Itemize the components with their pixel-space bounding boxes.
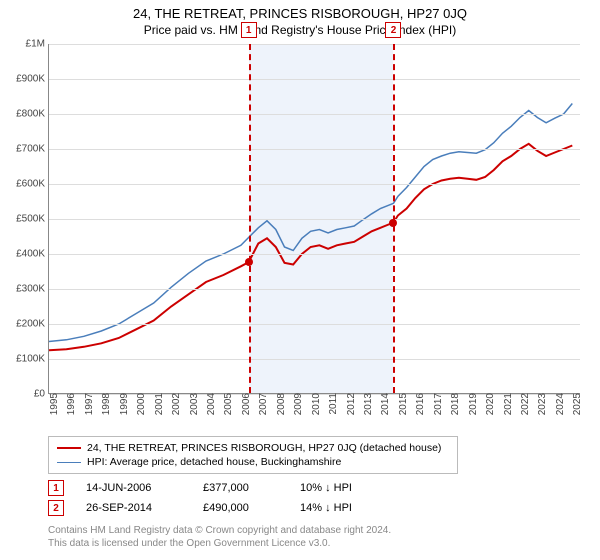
y-tick-label: £200K: [16, 319, 49, 330]
y-tick-label: £700K: [16, 144, 49, 155]
y-tick-label: £300K: [16, 284, 49, 295]
sales-row: 1 14-JUN-2006 £377,000 10% ↓ HPI: [48, 478, 352, 498]
x-tick-label: 2003: [185, 393, 200, 415]
sales-row: 2 26-SEP-2014 £490,000 14% ↓ HPI: [48, 498, 352, 518]
gridline: [49, 79, 580, 80]
sales-diff: 10% ↓ HPI: [300, 482, 352, 494]
sales-diff: 14% ↓ HPI: [300, 502, 352, 514]
x-tick-label: 2023: [533, 393, 548, 415]
marker-badge: 1: [241, 22, 257, 38]
x-tick-label: 2018: [446, 393, 461, 415]
y-tick-label: £100K: [16, 354, 49, 365]
sales-price: £377,000: [203, 482, 278, 494]
page-subtitle: Price paid vs. HM Land Registry's House …: [0, 21, 600, 41]
legend-row: HPI: Average price, detached house, Buck…: [57, 455, 449, 469]
x-tick-label: 2002: [167, 393, 182, 415]
x-tick-label: 2004: [202, 393, 217, 415]
gridline: [49, 44, 580, 45]
y-tick-label: £1M: [26, 39, 49, 50]
x-tick-label: 2015: [394, 393, 409, 415]
x-tick-label: 2019: [464, 393, 479, 415]
legend-row: 24, THE RETREAT, PRINCES RISBOROUGH, HP2…: [57, 441, 449, 455]
y-tick-label: £400K: [16, 249, 49, 260]
sale-dot: [245, 258, 253, 266]
x-tick-label: 2009: [289, 393, 304, 415]
x-tick-label: 2006: [237, 393, 252, 415]
gridline: [49, 254, 580, 255]
marker-line: [249, 44, 251, 393]
y-tick-label: £900K: [16, 74, 49, 85]
marker-badge: 2: [385, 22, 401, 38]
x-tick-label: 2016: [411, 393, 426, 415]
x-tick-label: 2013: [359, 393, 374, 415]
x-tick-label: 2008: [272, 393, 287, 415]
sales-date: 26-SEP-2014: [86, 502, 181, 514]
x-tick-label: 2025: [568, 393, 583, 415]
legend-swatch: [57, 447, 81, 449]
gridline: [49, 114, 580, 115]
x-tick-label: 2021: [499, 393, 514, 415]
sales-price: £490,000: [203, 502, 278, 514]
chart-plot: £0£100K£200K£300K£400K£500K£600K£700K£80…: [48, 44, 580, 394]
x-tick-label: 2012: [342, 393, 357, 415]
legend-swatch: [57, 462, 81, 463]
x-tick-label: 2001: [150, 393, 165, 415]
x-tick-label: 1996: [62, 393, 77, 415]
y-tick-label: £800K: [16, 109, 49, 120]
footer-line-2: This data is licensed under the Open Gov…: [48, 537, 391, 550]
gridline: [49, 149, 580, 150]
x-tick-label: 1995: [45, 393, 60, 415]
sales-badge: 1: [48, 480, 64, 496]
x-tick-label: 1998: [97, 393, 112, 415]
sales-badge: 2: [48, 500, 64, 516]
gridline: [49, 289, 580, 290]
x-tick-label: 2011: [324, 393, 339, 415]
x-tick-label: 2020: [481, 393, 496, 415]
footer-line-1: Contains HM Land Registry data © Crown c…: [48, 524, 391, 537]
gridline: [49, 219, 580, 220]
legend-box: 24, THE RETREAT, PRINCES RISBOROUGH, HP2…: [48, 436, 458, 474]
page-title: 24, THE RETREAT, PRINCES RISBOROUGH, HP2…: [0, 0, 600, 21]
x-tick-label: 1997: [80, 393, 95, 415]
x-tick-label: 2014: [376, 393, 391, 415]
x-tick-label: 2010: [307, 393, 322, 415]
x-tick-label: 1999: [115, 393, 130, 415]
sales-date: 14-JUN-2006: [86, 482, 181, 494]
series-hpi: [49, 104, 572, 342]
legend-label: HPI: Average price, detached house, Buck…: [87, 456, 341, 468]
footer-text: Contains HM Land Registry data © Crown c…: [48, 524, 391, 550]
x-tick-label: 2007: [254, 393, 269, 415]
gridline: [49, 184, 580, 185]
sale-dot: [389, 219, 397, 227]
y-tick-label: £600K: [16, 179, 49, 190]
sales-table: 1 14-JUN-2006 £377,000 10% ↓ HPI 2 26-SEP-201…: [48, 478, 352, 518]
legend-label: 24, THE RETREAT, PRINCES RISBOROUGH, HP2…: [87, 442, 441, 454]
x-tick-label: 2000: [132, 393, 147, 415]
gridline: [49, 359, 580, 360]
x-tick-label: 2022: [516, 393, 531, 415]
x-tick-label: 2024: [551, 393, 566, 415]
y-tick-label: £500K: [16, 214, 49, 225]
x-tick-label: 2005: [219, 393, 234, 415]
gridline: [49, 324, 580, 325]
x-tick-label: 2017: [429, 393, 444, 415]
